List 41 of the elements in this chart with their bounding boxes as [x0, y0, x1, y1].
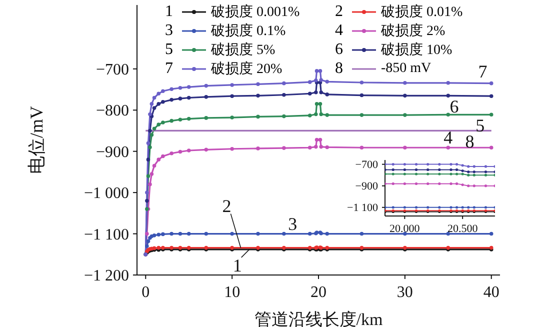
legend-label: 破损度 2%: [381, 22, 446, 40]
legend-label: 破损度 0.001%: [211, 3, 300, 20]
text: 3: [165, 22, 173, 38]
y-tick-label: −700: [96, 61, 129, 78]
text: 2: [335, 2, 343, 20]
text: 7: [165, 60, 173, 76]
legend-label: 破损度 0.1%: [211, 22, 286, 40]
text: 4: [335, 22, 343, 38]
x-tick-label: 20: [310, 284, 326, 301]
legend-label: 破损度 20%: [211, 60, 282, 78]
y-tick-label: −1 200: [84, 268, 129, 285]
y-tick-label: −1 100: [347, 202, 378, 214]
y-tick-label: −900: [96, 144, 129, 161]
x-axis-title: 管道沿线长度/km: [254, 310, 383, 327]
y-axis-title: 电位/mV: [26, 106, 46, 174]
x-tick-label: 40: [483, 284, 500, 301]
legend-label: -850 mV: [381, 60, 432, 76]
x-tick-label: 20.500: [447, 223, 478, 235]
text: 5: [165, 40, 173, 58]
y-tick-label: −900: [355, 180, 378, 193]
annotation: 3: [288, 214, 298, 234]
annotation: 6: [450, 96, 459, 117]
x-tick-label: 30: [396, 284, 413, 301]
x-tick-label: 10: [224, 284, 240, 301]
annotation: 8: [465, 132, 474, 152]
text: 8: [335, 60, 343, 76]
x-tick-label: 0: [142, 284, 150, 301]
y-tick-label: −800: [96, 102, 129, 120]
annotation: 7: [478, 61, 488, 82]
y-tick-label: −1 000: [84, 185, 129, 202]
x-tick-label: 20.000: [390, 223, 420, 235]
legend-label: 破损度 0.01%: [381, 3, 463, 20]
legend-label: 破损度 5%: [211, 41, 276, 58]
annotation: 2: [222, 196, 232, 216]
y-tick-label: −1 100: [84, 226, 129, 244]
legend-label: 破损度 10%: [381, 41, 452, 58]
annotation: 4: [444, 128, 453, 148]
text: 6: [335, 40, 343, 58]
annotation: 1: [232, 255, 242, 276]
y-tick-label: −700: [355, 159, 378, 172]
text: 1: [165, 2, 173, 20]
